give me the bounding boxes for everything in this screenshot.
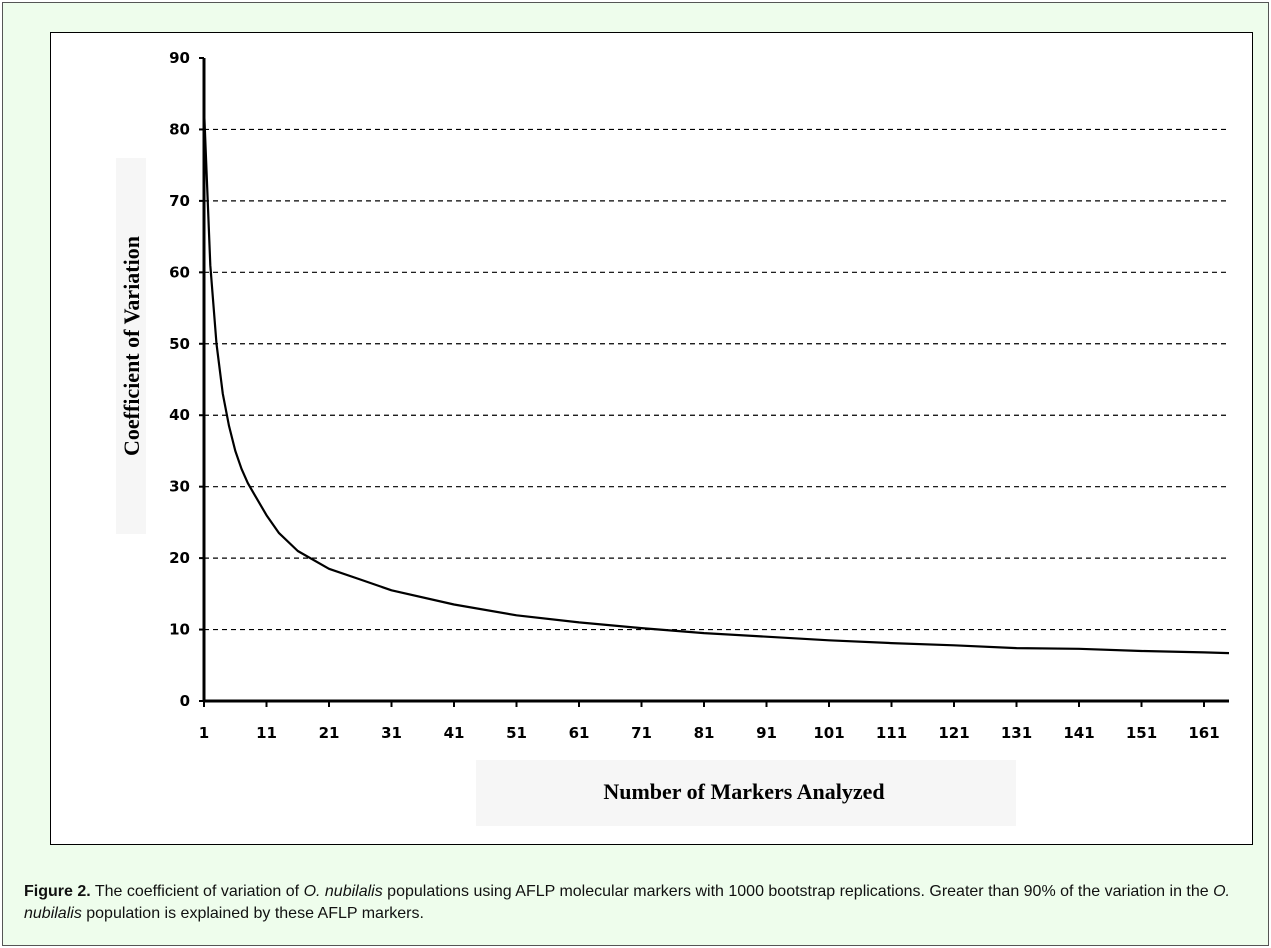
x-axis-title-bg (476, 760, 1016, 826)
y-tick-label: 0 (180, 692, 190, 710)
y-tick-label: 50 (169, 335, 190, 353)
x-tick-label: 81 (694, 724, 715, 742)
x-tick-label: 61 (569, 724, 590, 742)
y-axis-title-bg (116, 158, 146, 534)
y-axis-title: Coefficient of Variation (119, 236, 144, 456)
x-axis-ticks: 1 11 21 31 41 51 61 71 81 91 101 111 121 131 141 151 161 (199, 701, 1220, 742)
species-name: O. nubilalis (303, 883, 383, 900)
x-tick-label: 141 (1063, 724, 1094, 742)
caption-text-3: population is explained by these AFLP ma… (81, 905, 424, 922)
x-tick-label: 131 (1001, 724, 1032, 742)
axes (202, 58, 1229, 703)
x-tick-label: 21 (319, 724, 340, 742)
x-tick-label: 111 (876, 724, 907, 742)
y-tick-label: 40 (169, 406, 190, 424)
y-tick-label: 60 (169, 263, 190, 281)
y-tick-label: 20 (169, 549, 190, 567)
y-tick-label: 30 (169, 478, 190, 496)
y-axis-ticks: 0 10 20 30 40 50 60 70 80 90 (169, 49, 204, 710)
x-tick-label: 121 (938, 724, 969, 742)
grid-lines (204, 128, 1229, 631)
x-tick-label: 1 (199, 724, 209, 742)
figure-label: Figure 2. (24, 883, 91, 900)
series-line (202, 107, 1230, 655)
x-tick-label: 31 (381, 724, 402, 742)
x-tick-label: 11 (256, 724, 277, 742)
y-tick-label: 90 (169, 49, 190, 67)
x-tick-label: 161 (1188, 724, 1219, 742)
series-layer (202, 107, 1230, 655)
species-name: O. nubilalis (24, 883, 1230, 922)
x-axis-title: Number of Markers Analyzed (603, 779, 884, 804)
caption-text-2: populations using AFLP molecular markers… (382, 883, 1214, 900)
caption-text-1: The coefficient of variation of (90, 883, 304, 900)
y-tick-label: 70 (169, 192, 190, 210)
x-tick-label: 101 (813, 724, 844, 742)
x-tick-label: 51 (506, 724, 527, 742)
chart-frame: 0 10 20 30 40 50 60 70 80 90 1 11 21 31 41 51 61 71 81 91 1… (50, 32, 1253, 845)
y-tick-label: 10 (169, 621, 190, 639)
x-tick-label: 91 (756, 724, 777, 742)
x-tick-label: 41 (444, 724, 465, 742)
y-tick-label: 80 (169, 120, 190, 138)
x-tick-label: 71 (631, 724, 652, 742)
figure-caption: Figure 2. The coefficient of variation o… (24, 881, 1254, 925)
x-tick-label: 151 (1126, 724, 1157, 742)
